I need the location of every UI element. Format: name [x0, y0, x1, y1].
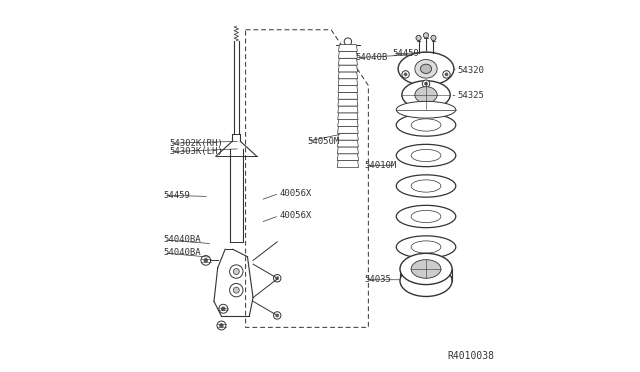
Circle shape — [422, 80, 429, 87]
Polygon shape — [339, 45, 357, 51]
Circle shape — [276, 277, 278, 280]
Circle shape — [234, 287, 239, 293]
Polygon shape — [339, 51, 357, 58]
Ellipse shape — [415, 60, 437, 78]
Circle shape — [402, 71, 410, 78]
Text: 40056X: 40056X — [279, 211, 311, 220]
Polygon shape — [337, 147, 358, 154]
Polygon shape — [337, 154, 358, 161]
Ellipse shape — [400, 265, 452, 296]
Text: 54040BA: 54040BA — [164, 235, 202, 244]
Text: 54303K(LH): 54303K(LH) — [170, 147, 223, 156]
Polygon shape — [337, 161, 358, 167]
Circle shape — [217, 321, 226, 330]
Circle shape — [221, 307, 225, 311]
Circle shape — [204, 259, 207, 262]
Text: 54040B: 54040B — [355, 53, 388, 62]
Circle shape — [404, 73, 407, 76]
Circle shape — [431, 35, 436, 41]
Circle shape — [220, 324, 223, 327]
Polygon shape — [338, 120, 358, 126]
Ellipse shape — [398, 52, 454, 86]
Circle shape — [416, 35, 421, 41]
Polygon shape — [338, 99, 358, 106]
Circle shape — [230, 265, 243, 278]
Text: 54325: 54325 — [458, 92, 484, 100]
Text: 54320: 54320 — [458, 66, 484, 75]
Circle shape — [443, 71, 450, 78]
Circle shape — [276, 314, 278, 317]
Polygon shape — [339, 65, 358, 72]
Text: R4010038: R4010038 — [448, 351, 495, 361]
Circle shape — [219, 304, 228, 313]
Circle shape — [234, 269, 239, 275]
Polygon shape — [338, 92, 358, 99]
Circle shape — [273, 312, 281, 319]
Circle shape — [424, 82, 428, 85]
Ellipse shape — [420, 64, 431, 73]
Ellipse shape — [400, 253, 452, 285]
Circle shape — [230, 283, 243, 297]
Text: 54302K(RH): 54302K(RH) — [170, 139, 223, 148]
Polygon shape — [338, 72, 358, 79]
Ellipse shape — [396, 101, 456, 118]
Text: 54035: 54035 — [365, 275, 392, 284]
Polygon shape — [337, 133, 358, 140]
Ellipse shape — [415, 87, 437, 103]
Circle shape — [445, 73, 448, 76]
Polygon shape — [337, 140, 358, 147]
Text: 54459: 54459 — [392, 49, 419, 58]
Text: 54050M: 54050M — [307, 137, 339, 146]
Circle shape — [424, 33, 429, 38]
Circle shape — [273, 275, 281, 282]
Polygon shape — [338, 113, 358, 120]
Polygon shape — [338, 86, 358, 92]
Text: 54010M: 54010M — [365, 161, 397, 170]
Circle shape — [201, 256, 211, 265]
Circle shape — [344, 38, 351, 45]
Text: 54040BA: 54040BA — [164, 248, 202, 257]
Polygon shape — [338, 106, 358, 113]
Polygon shape — [337, 126, 358, 133]
Ellipse shape — [411, 260, 441, 278]
Ellipse shape — [402, 81, 450, 109]
Polygon shape — [338, 79, 358, 86]
Text: 40056X: 40056X — [279, 189, 311, 198]
Polygon shape — [339, 58, 358, 65]
Text: 54459: 54459 — [164, 191, 191, 200]
